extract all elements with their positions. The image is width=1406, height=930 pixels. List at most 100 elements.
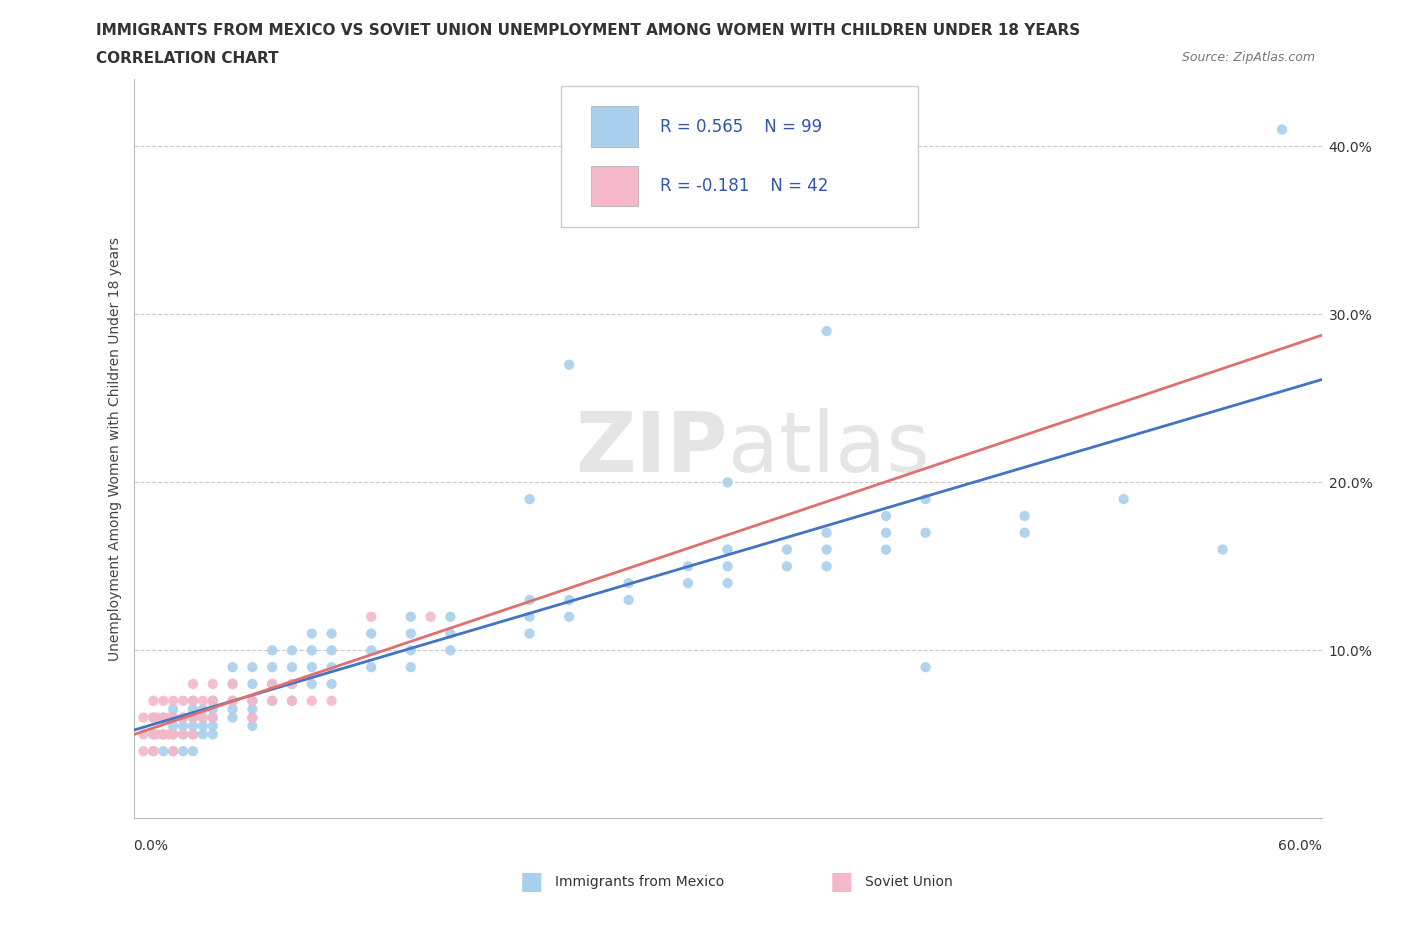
Point [181,719,204,734]
Point [776,542,799,557]
Point [191,711,214,725]
Point [242,711,264,725]
Point [172,727,194,742]
Point [152,727,174,742]
Point [914,525,936,540]
Point [181,727,204,742]
Text: ■: ■ [830,870,853,894]
Point [262,676,284,691]
Point [152,744,174,759]
Point [321,676,343,691]
Point [157,711,180,725]
Point [181,702,204,717]
Point [439,626,461,641]
Point [399,643,422,658]
Point [262,694,284,709]
Point [181,694,204,709]
Point [717,542,740,557]
Text: ZIP: ZIP [575,408,728,489]
Point [815,542,838,557]
Point [221,676,243,691]
Point [181,694,204,709]
Point [191,711,214,725]
Point [676,559,699,574]
Point [439,643,461,658]
Point [558,592,581,607]
Text: R = 0.565    N = 99: R = 0.565 N = 99 [659,118,823,136]
Point [142,727,165,742]
Point [914,492,936,507]
Point [221,676,243,691]
Point [399,626,422,641]
Point [172,711,194,725]
Point [321,659,343,674]
Point [201,711,224,725]
Point [201,711,224,725]
Text: CORRELATION CHART: CORRELATION CHART [96,51,278,66]
Point [181,711,204,725]
Point [142,727,165,742]
Point [172,694,194,709]
Point [142,711,165,725]
Point [399,659,422,674]
Point [132,744,155,759]
Bar [591,166,638,206]
Point [617,576,640,591]
Point [815,324,838,339]
Point [419,609,441,624]
Point [558,609,581,624]
Point [142,744,165,759]
Point [162,719,184,734]
Text: R = -0.181    N = 42: R = -0.181 N = 42 [659,178,828,195]
Text: 60.0%: 60.0% [1278,839,1322,853]
Point [242,719,264,734]
Point [201,727,224,742]
FancyBboxPatch shape [561,86,918,227]
Point [321,626,343,641]
Point [162,727,184,742]
Point [321,694,343,709]
Point [262,694,284,709]
Point [321,643,343,658]
Point [162,702,184,717]
Text: Source: ZipAtlas.com: Source: ZipAtlas.com [1181,51,1315,64]
Text: Immigrants from Mexico: Immigrants from Mexico [555,874,724,889]
Point [519,492,541,507]
Point [201,676,224,691]
Text: atlas: atlas [728,408,929,489]
Point [439,609,461,624]
Point [776,559,799,574]
Point [262,659,284,674]
Point [1112,492,1135,507]
Point [519,592,541,607]
Point [617,592,640,607]
Point [1014,509,1036,524]
Text: 0.0%: 0.0% [134,839,169,853]
Point [221,659,243,674]
Point [162,694,184,709]
Point [142,694,165,709]
Point [360,609,382,624]
Point [360,659,382,674]
Point [191,719,214,734]
Point [162,711,184,725]
Point [262,643,284,658]
Point [142,744,165,759]
Point [181,744,204,759]
Point [717,475,740,490]
Point [676,576,699,591]
Y-axis label: Unemployment Among Women with Children Under 18 years: Unemployment Among Women with Children U… [108,237,122,660]
Point [201,719,224,734]
Point [157,727,180,742]
Point [242,711,264,725]
Point [399,609,422,624]
Text: ■: ■ [520,870,544,894]
Point [875,525,897,540]
Point [301,643,323,658]
Point [132,711,155,725]
Point [221,711,243,725]
Point [191,694,214,709]
Point [301,659,323,674]
Point [1014,525,1036,540]
Point [815,525,838,540]
